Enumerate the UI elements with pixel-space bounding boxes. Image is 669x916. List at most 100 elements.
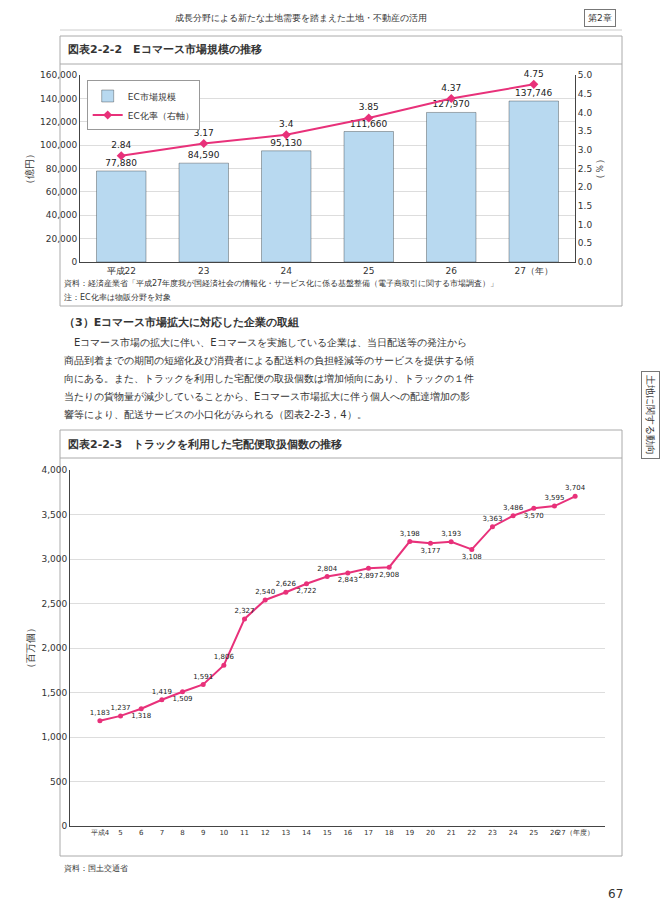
svg-text:120,000: 120,000 [40,117,77,127]
svg-text:140,000: 140,000 [40,94,77,104]
svg-text:67: 67 [608,887,623,901]
svg-text:11: 11 [240,829,249,837]
svg-text:3,363: 3,363 [482,515,502,523]
svg-text:3,486: 3,486 [503,504,524,512]
svg-text:成長分野による新たな土地需要を踏まえた土地・不動産の活用: 成長分野による新たな土地需要を踏まえた土地・不動産の活用 [175,13,427,23]
svg-text:1.5: 1.5 [578,201,592,211]
svg-text:8: 8 [180,829,184,837]
svg-text:0.0: 0.0 [578,257,593,267]
svg-text:（億円）: （億円） [24,149,35,189]
svg-text:2,897: 2,897 [358,572,378,580]
svg-text:19: 19 [405,829,414,837]
svg-text:137,746: 137,746 [515,88,552,98]
svg-text:9: 9 [201,829,205,837]
svg-text:1,591: 1,591 [193,673,213,681]
svg-text:0: 0 [61,821,67,831]
svg-text:3,193: 3,193 [441,530,461,538]
svg-text:22: 22 [467,829,476,837]
svg-text:15: 15 [323,829,332,837]
svg-text:5: 5 [118,829,122,837]
svg-text:平成22: 平成22 [107,266,136,276]
svg-text:EC市場規模: EC市場規模 [128,92,176,102]
svg-text:3,198: 3,198 [400,530,420,538]
svg-text:1,000: 1,000 [41,732,67,742]
svg-text:（3）Eコマース市場拡大に対応した企業の取組: （3）Eコマース市場拡大に対応した企業の取組 [64,316,299,329]
svg-text:第2章: 第2章 [588,13,612,23]
svg-text:12: 12 [261,829,270,837]
svg-text:111,660: 111,660 [350,119,387,129]
svg-text:2,540: 2,540 [255,588,275,596]
svg-text:2,804: 2,804 [317,565,338,573]
svg-text:23: 23 [198,266,209,276]
svg-text:資料：国土交通省: 資料：国土交通省 [64,864,128,873]
svg-text:27（年度）: 27（年度） [557,829,594,837]
svg-text:向にある。また、トラックを利用した宅配便の取扱個数は増加傾向: 向にある。また、トラックを利用した宅配便の取扱個数は増加傾向にあり、トラックの１… [64,373,474,384]
svg-text:2,722: 2,722 [296,587,316,595]
svg-text:土地に関する動向: 土地に関する動向 [645,375,656,455]
svg-text:2.5: 2.5 [578,164,592,174]
svg-text:1,237: 1,237 [111,704,131,712]
svg-text:3.4: 3.4 [279,119,294,129]
svg-text:21: 21 [447,829,456,837]
svg-text:95,130: 95,130 [270,138,302,148]
svg-text:図表2-2-2 Eコマース市場規模の推移: 図表2-2-2 Eコマース市場規模の推移 [68,43,262,56]
svg-text:4.37: 4.37 [441,83,461,93]
svg-text:20,000: 20,000 [46,234,78,244]
svg-text:3,000: 3,000 [41,554,67,564]
svg-text:16: 16 [343,829,352,837]
svg-text:14: 14 [302,829,311,837]
svg-text:1,419: 1,419 [152,688,172,696]
svg-text:40,000: 40,000 [46,210,78,220]
svg-text:0.5: 0.5 [578,238,592,248]
svg-text:響等により、配送サービスの小口化がみられる（図表2-2-3，: 響等により、配送サービスの小口化がみられる（図表2-2-3，4）。 [64,409,367,420]
svg-text:24: 24 [509,829,518,837]
svg-text:3.85: 3.85 [359,102,379,112]
svg-text:1,183: 1,183 [90,709,110,717]
svg-text:EC化率（右軸）: EC化率（右軸） [128,111,194,121]
svg-text:27（年）: 27（年） [515,266,553,276]
svg-text:25: 25 [363,266,374,276]
svg-text:3,108: 3,108 [462,553,482,561]
svg-text:1,509: 1,509 [173,695,193,703]
svg-text:4.5: 4.5 [578,89,592,99]
svg-text:4.0: 4.0 [578,108,593,118]
svg-text:Eコマース市場の拡大に伴い、Eコマースを実施している企業は、: Eコマース市場の拡大に伴い、Eコマースを実施している企業は、当日配送等の発注から [64,337,467,348]
svg-text:84,590: 84,590 [188,150,220,160]
svg-text:3,177: 3,177 [420,547,440,555]
svg-text:24: 24 [281,266,293,276]
svg-text:図表2-2-3 トラックを利用した宅配便取扱個数の推移: 図表2-2-3 トラックを利用した宅配便取扱個数の推移 [68,438,342,451]
svg-text:当たりの貨物量が減少していることから、Eコマース市場拡大に伴: 当たりの貨物量が減少していることから、Eコマース市場拡大に伴う個人への配達増加の… [64,391,470,402]
svg-text:3,595: 3,595 [544,494,564,502]
svg-text:2.0: 2.0 [578,182,593,192]
svg-text:注：EC化率は物販分野を対象: 注：EC化率は物販分野を対象 [64,293,171,302]
svg-text:500: 500 [50,777,67,787]
svg-text:13: 13 [281,829,290,837]
svg-text:18: 18 [385,829,394,837]
svg-text:127,970: 127,970 [433,99,470,109]
svg-text:26: 26 [550,829,559,837]
svg-text:1,318: 1,318 [131,712,151,720]
svg-text:17: 17 [364,829,373,837]
svg-text:2,843: 2,843 [338,576,358,584]
svg-text:10: 10 [219,829,228,837]
svg-text:4.75: 4.75 [524,69,544,79]
svg-text:77,880: 77,880 [105,158,137,168]
svg-text:（百万個）: （百万個） [25,623,36,673]
svg-text:3,500: 3,500 [41,510,67,520]
svg-text:3,570: 3,570 [524,512,544,520]
svg-text:商品到着までの期間の短縮化及び消費者による配送料の負担軽減等: 商品到着までの期間の短縮化及び消費者による配送料の負担軽減等のサービスを提供する… [64,355,474,366]
svg-text:23: 23 [488,829,497,837]
svg-text:1.0: 1.0 [578,220,593,230]
svg-text:3.0: 3.0 [578,145,593,155]
svg-text:7: 7 [160,829,164,837]
svg-text:2,626: 2,626 [276,580,297,588]
svg-text:2,327: 2,327 [234,607,254,615]
svg-text:（％）: （％） [594,154,605,184]
svg-text:100,000: 100,000 [40,140,77,150]
svg-text:資料：経済産業省「平成27年度我が国経済社会の情報化・サービ: 資料：経済産業省「平成27年度我が国経済社会の情報化・サービス化に係る基盤整備（… [64,279,498,288]
svg-text:26: 26 [446,266,458,276]
svg-text:6: 6 [139,829,144,837]
svg-text:2,908: 2,908 [379,571,399,579]
svg-text:2,500: 2,500 [41,599,67,609]
svg-text:3,704: 3,704 [565,484,586,492]
